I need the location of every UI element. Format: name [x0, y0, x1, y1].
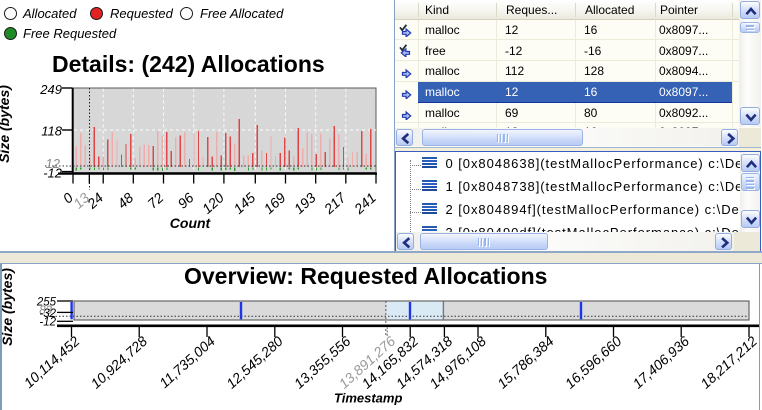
svg-text:118: 118 [41, 124, 62, 139]
svg-text:10,924,728: 10,924,728 [87, 333, 150, 392]
svg-text:-12: -12 [39, 317, 56, 329]
svg-text:15,786,384: 15,786,384 [494, 333, 557, 392]
svg-text:48: 48 [114, 189, 136, 211]
svg-text:72: 72 [144, 189, 166, 211]
svg-text:83: 83 [39, 305, 52, 317]
svg-text:-32: -32 [39, 308, 56, 320]
svg-text:16,596,660: 16,596,660 [562, 333, 625, 392]
svg-text:193: 193 [291, 189, 319, 217]
svg-text:96: 96 [174, 189, 196, 211]
svg-text:12: 12 [46, 156, 61, 171]
svg-text:10,114,452: 10,114,452 [21, 333, 83, 391]
svg-text:12,545,280: 12,545,280 [223, 333, 286, 392]
svg-text:249: 249 [39, 82, 62, 97]
svg-text:Timestamp: Timestamp [334, 391, 402, 406]
svg-text:145: 145 [230, 189, 258, 217]
svg-text:18,217,212: 18,217,212 [697, 333, 760, 392]
svg-text:169: 169 [260, 189, 288, 217]
svg-text:241: 241 [350, 189, 379, 217]
svg-text:255: 255 [36, 297, 57, 309]
svg-text:17,406,936: 17,406,936 [629, 333, 692, 392]
svg-text:217: 217 [320, 189, 350, 218]
svg-text:Size (bytes): Size (bytes) [0, 85, 12, 163]
svg-text:Count: Count [170, 215, 212, 231]
svg-text:Size (bytes): Size (bytes) [0, 268, 15, 346]
svg-text:24: 24 [83, 189, 106, 212]
svg-text:120: 120 [199, 189, 227, 217]
svg-text:11,735,004: 11,735,004 [156, 333, 218, 391]
svg-text:-12: -12 [43, 166, 63, 181]
